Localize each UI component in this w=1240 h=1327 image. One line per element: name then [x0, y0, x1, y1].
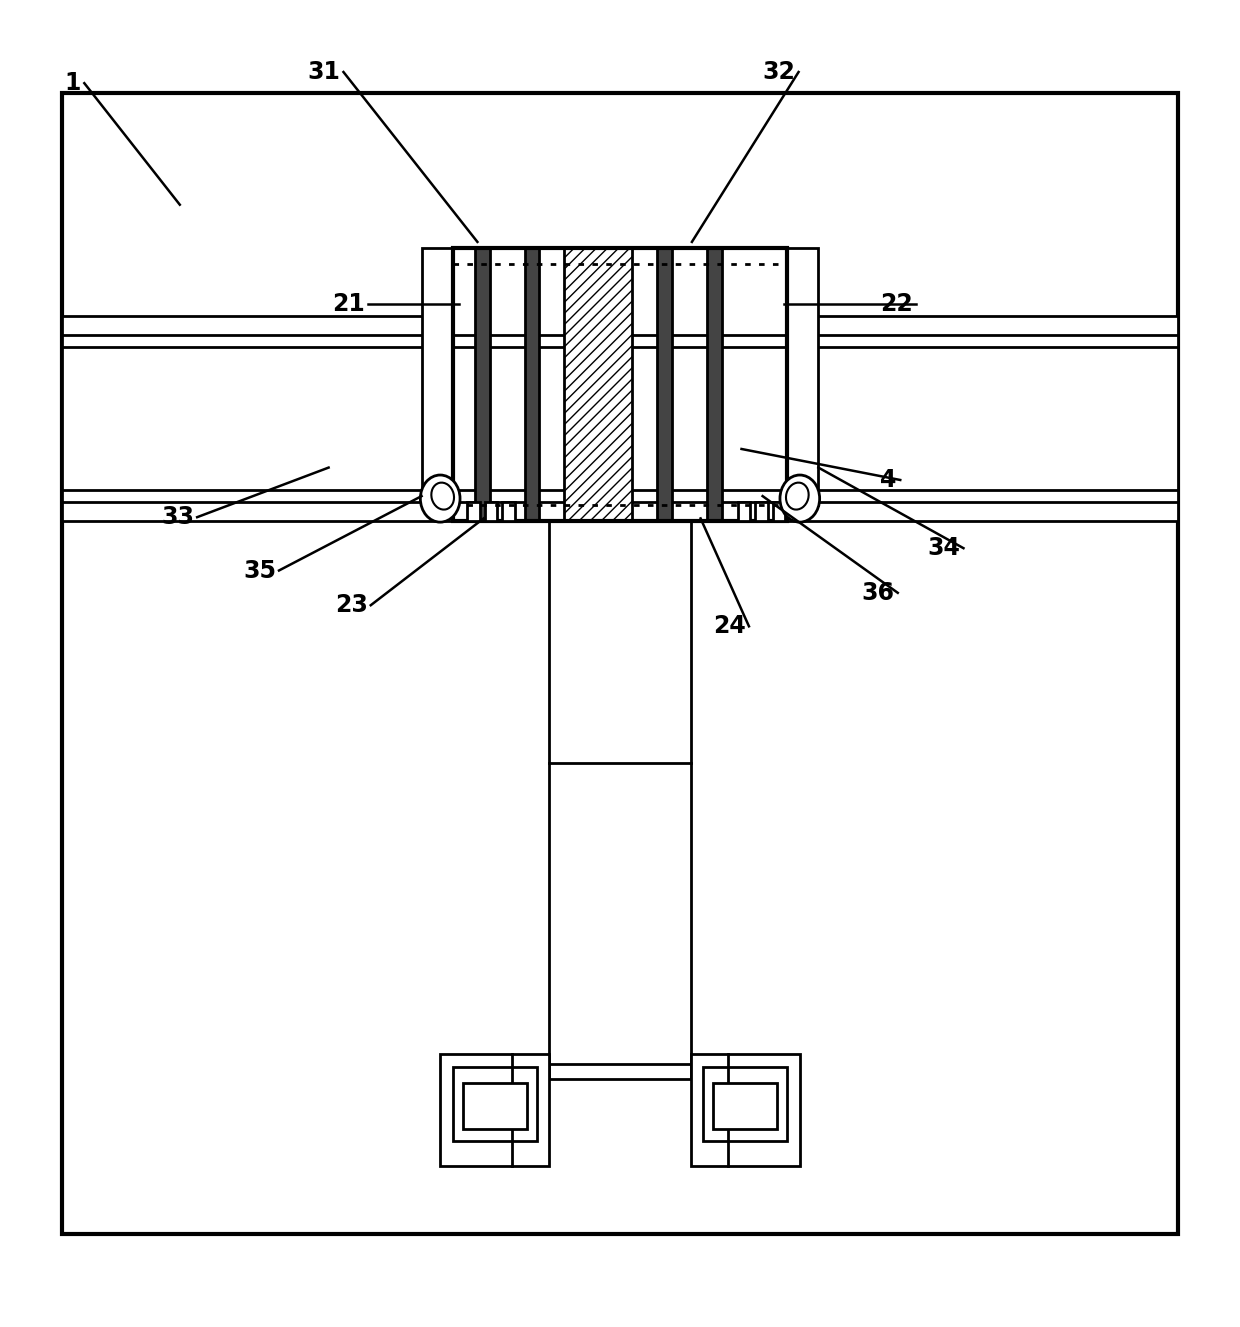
Text: 34: 34: [928, 536, 961, 560]
Text: 36: 36: [862, 581, 895, 605]
Bar: [475, 248, 490, 522]
Bar: [738, 503, 750, 522]
Ellipse shape: [780, 475, 820, 522]
Text: 33: 33: [161, 506, 195, 529]
Text: 31: 31: [308, 60, 341, 84]
Bar: [564, 248, 632, 522]
Text: 24: 24: [713, 614, 745, 638]
Bar: [707, 248, 722, 522]
Bar: [691, 1054, 800, 1165]
Text: 32: 32: [763, 60, 796, 84]
Bar: [713, 1083, 777, 1128]
Bar: [453, 248, 787, 522]
Bar: [502, 503, 515, 522]
Ellipse shape: [420, 475, 460, 522]
Bar: [453, 248, 787, 522]
Bar: [549, 1064, 691, 1079]
Text: 1: 1: [64, 72, 81, 96]
Ellipse shape: [786, 483, 808, 510]
Bar: [787, 248, 818, 504]
Text: 22: 22: [880, 292, 913, 316]
Text: 35: 35: [243, 559, 277, 583]
Text: 4: 4: [880, 468, 897, 492]
Bar: [525, 248, 539, 522]
Bar: [773, 503, 785, 522]
Bar: [422, 248, 453, 504]
Bar: [755, 503, 768, 522]
Text: 23: 23: [335, 593, 368, 617]
Bar: [463, 1083, 527, 1128]
Bar: [657, 248, 672, 522]
Bar: [485, 503, 497, 522]
Bar: [440, 1054, 549, 1165]
Bar: [453, 1067, 537, 1141]
Text: 21: 21: [332, 292, 365, 316]
Bar: [703, 1067, 787, 1141]
Ellipse shape: [432, 483, 454, 510]
Bar: [467, 503, 480, 522]
Bar: [549, 522, 691, 1067]
Bar: [62, 316, 1178, 522]
